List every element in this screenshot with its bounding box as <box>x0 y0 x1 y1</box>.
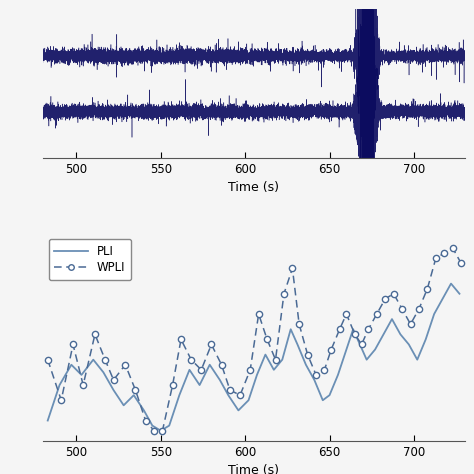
PLI <box>389 316 395 322</box>
PLI <box>91 357 96 363</box>
WPLI <box>322 367 328 373</box>
PLI <box>398 331 403 337</box>
Line: PLI: PLI <box>48 283 459 431</box>
WPLI <box>359 342 365 347</box>
PLI <box>280 357 285 363</box>
WPLI <box>352 331 358 337</box>
PLI <box>423 337 428 342</box>
PLI <box>176 392 182 398</box>
WPLI <box>374 311 380 317</box>
WPLI <box>281 291 287 297</box>
PLI <box>357 342 363 347</box>
WPLI <box>344 311 349 317</box>
WPLI <box>111 377 117 383</box>
WPLI <box>328 346 334 352</box>
PLI <box>246 397 251 403</box>
WPLI <box>337 327 343 332</box>
WPLI <box>80 382 86 388</box>
PLI <box>372 346 378 352</box>
WPLI <box>170 382 175 388</box>
WPLI <box>391 291 396 297</box>
WPLI <box>408 321 413 327</box>
WPLI <box>178 337 184 342</box>
PLI <box>288 327 293 332</box>
WPLI <box>433 255 438 261</box>
WPLI <box>313 372 319 378</box>
WPLI <box>122 362 128 367</box>
WPLI <box>450 245 456 251</box>
PLI <box>166 423 172 428</box>
PLI <box>448 281 454 286</box>
WPLI <box>151 428 157 434</box>
PLI <box>121 402 127 408</box>
WPLI <box>237 392 243 398</box>
WPLI <box>227 387 233 393</box>
PLI <box>364 357 370 363</box>
PLI <box>456 291 462 297</box>
PLI <box>271 367 277 373</box>
WPLI <box>199 367 204 373</box>
PLI <box>342 352 347 357</box>
WPLI <box>256 311 262 317</box>
WPLI <box>383 296 388 301</box>
PLI <box>149 423 155 428</box>
PLI <box>440 296 446 301</box>
PLI <box>69 362 74 367</box>
WPLI <box>290 265 295 271</box>
WPLI <box>441 250 447 256</box>
PLI <box>111 387 117 393</box>
WPLI <box>102 357 108 363</box>
WPLI <box>219 362 224 367</box>
WPLI <box>45 357 51 363</box>
WPLI <box>399 306 405 312</box>
WPLI <box>58 397 64 403</box>
WPLI <box>209 342 214 347</box>
PLI <box>381 331 386 337</box>
PLI <box>431 311 437 317</box>
WPLI <box>365 327 371 332</box>
WPLI <box>92 331 98 337</box>
PLI <box>406 342 412 347</box>
PLI <box>79 372 84 378</box>
WPLI <box>188 357 194 363</box>
WPLI <box>264 337 270 342</box>
PLI <box>141 408 147 413</box>
PLI <box>303 362 309 367</box>
PLI <box>207 362 212 367</box>
PLI <box>57 382 63 388</box>
PLI <box>45 418 51 423</box>
PLI <box>197 382 202 388</box>
X-axis label: Time (s): Time (s) <box>228 182 279 194</box>
WPLI <box>273 357 278 363</box>
PLI <box>320 397 326 403</box>
WPLI <box>160 428 165 434</box>
PLI <box>263 352 268 357</box>
PLI <box>350 327 356 332</box>
PLI <box>226 392 231 398</box>
PLI <box>414 357 420 363</box>
PLI <box>217 377 223 383</box>
PLI <box>236 408 241 413</box>
PLI <box>311 377 317 383</box>
PLI <box>335 372 341 378</box>
PLI <box>327 392 332 398</box>
WPLI <box>247 367 253 373</box>
WPLI <box>133 387 138 393</box>
X-axis label: Time (s): Time (s) <box>228 464 279 474</box>
WPLI <box>458 260 464 266</box>
WPLI <box>425 286 430 292</box>
Legend: PLI, WPLI: PLI, WPLI <box>48 239 131 280</box>
Line: WPLI: WPLI <box>45 245 464 434</box>
PLI <box>254 372 260 378</box>
PLI <box>158 428 164 434</box>
WPLI <box>305 352 310 357</box>
WPLI <box>296 321 302 327</box>
WPLI <box>70 342 76 347</box>
PLI <box>131 392 137 398</box>
PLI <box>100 370 106 375</box>
WPLI <box>143 418 148 423</box>
PLI <box>187 367 192 373</box>
PLI <box>295 342 301 347</box>
WPLI <box>416 306 422 312</box>
